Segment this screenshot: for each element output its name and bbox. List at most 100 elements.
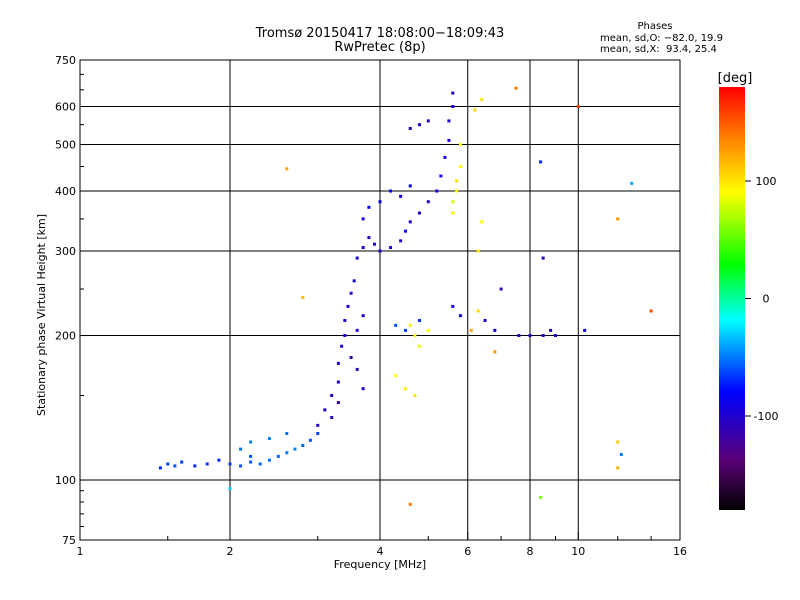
data-point	[336, 361, 340, 365]
y-tick-label: 500	[55, 139, 76, 152]
data-point	[340, 344, 344, 348]
data-point	[514, 86, 518, 90]
x-tick-label: 6	[464, 545, 471, 558]
data-point	[355, 328, 359, 332]
data-point	[355, 256, 359, 260]
data-point	[373, 242, 377, 246]
data-point	[285, 451, 289, 455]
data-point	[205, 462, 209, 466]
data-point	[228, 462, 232, 466]
data-point	[455, 179, 459, 183]
colorbar-axis: 100 0 -100	[745, 175, 778, 423]
data-point	[316, 423, 320, 427]
data-point	[323, 408, 327, 412]
data-point	[408, 126, 412, 130]
data-point	[619, 453, 623, 457]
x-tick-label: 8	[527, 545, 534, 558]
data-point	[349, 355, 353, 359]
data-point	[451, 105, 455, 109]
data-point	[417, 344, 421, 348]
data-point	[249, 454, 253, 458]
data-point	[539, 495, 543, 499]
data-point	[403, 387, 407, 391]
data-point	[576, 105, 580, 109]
data-point	[417, 211, 421, 215]
colorbar-tick-label: 100	[756, 175, 777, 188]
data-point	[649, 309, 653, 313]
phase-stats-x: mean, sd,X: 93.4, 25.4	[600, 44, 717, 55]
data-point	[426, 119, 430, 123]
data-point	[330, 394, 334, 398]
chart-title: Tromsø 20150417 18:08:00−18:09:43	[255, 26, 505, 41]
data-point	[361, 314, 365, 318]
data-point	[408, 323, 412, 327]
data-point	[443, 155, 447, 159]
data-point	[166, 462, 170, 466]
data-point	[541, 334, 545, 338]
data-point	[361, 246, 365, 250]
chart-subtitle: RwPretec (8p)	[334, 40, 426, 55]
data-point	[239, 447, 243, 451]
data-point	[408, 502, 412, 506]
data-point	[301, 444, 305, 448]
data-point	[499, 287, 503, 291]
data-point	[630, 181, 634, 185]
y-tick-label: 200	[55, 330, 76, 343]
colorbar-tick-label: -100	[754, 410, 779, 423]
data-point	[330, 415, 334, 419]
data-point	[239, 464, 243, 468]
y-tick-label: 600	[55, 101, 76, 114]
data-point	[403, 328, 407, 332]
data-point	[180, 460, 184, 464]
phases-header: Phases	[637, 21, 673, 32]
data-point	[378, 249, 382, 253]
data-point	[193, 464, 197, 468]
data-point	[355, 367, 359, 371]
data-point	[408, 220, 412, 224]
data-points	[158, 86, 653, 506]
data-point	[403, 229, 407, 233]
data-point	[455, 189, 459, 193]
data-point	[316, 432, 320, 436]
data-point	[541, 256, 545, 260]
data-point	[447, 119, 451, 123]
x-axis-label: Frequency [MHz]	[334, 558, 426, 571]
data-point	[394, 323, 398, 327]
data-point	[469, 328, 473, 332]
data-point	[267, 458, 271, 462]
data-point	[493, 328, 497, 332]
data-point	[408, 184, 412, 188]
data-point	[217, 458, 221, 462]
data-point	[480, 220, 484, 224]
data-point	[458, 314, 462, 318]
data-point	[301, 296, 305, 300]
data-point	[285, 167, 289, 171]
x-tick-label: 2	[227, 545, 234, 558]
y-tick-label: 100	[55, 474, 76, 487]
data-point	[493, 350, 497, 354]
data-point	[413, 334, 417, 338]
data-point	[451, 91, 455, 95]
data-point	[553, 334, 557, 338]
data-point	[517, 334, 521, 338]
data-point	[451, 304, 455, 308]
data-point	[435, 189, 439, 193]
data-point	[158, 466, 162, 470]
y-tick-label: 400	[55, 185, 76, 198]
data-point	[451, 200, 455, 204]
data-point	[476, 249, 480, 253]
data-point	[439, 174, 443, 178]
x-tick-label: 16	[673, 545, 687, 558]
data-point	[549, 328, 553, 332]
x-axis: 1 2 4 6 8 10 16	[77, 532, 687, 558]
x-tick-label: 4	[377, 545, 384, 558]
y-tick-label: 750	[55, 54, 76, 67]
data-point	[583, 328, 587, 332]
data-point	[378, 200, 382, 204]
colorbar-label: [deg]	[718, 71, 753, 86]
data-point	[528, 334, 532, 338]
y-tick-label: 300	[55, 245, 76, 258]
data-point	[293, 447, 297, 451]
data-point	[336, 380, 340, 384]
